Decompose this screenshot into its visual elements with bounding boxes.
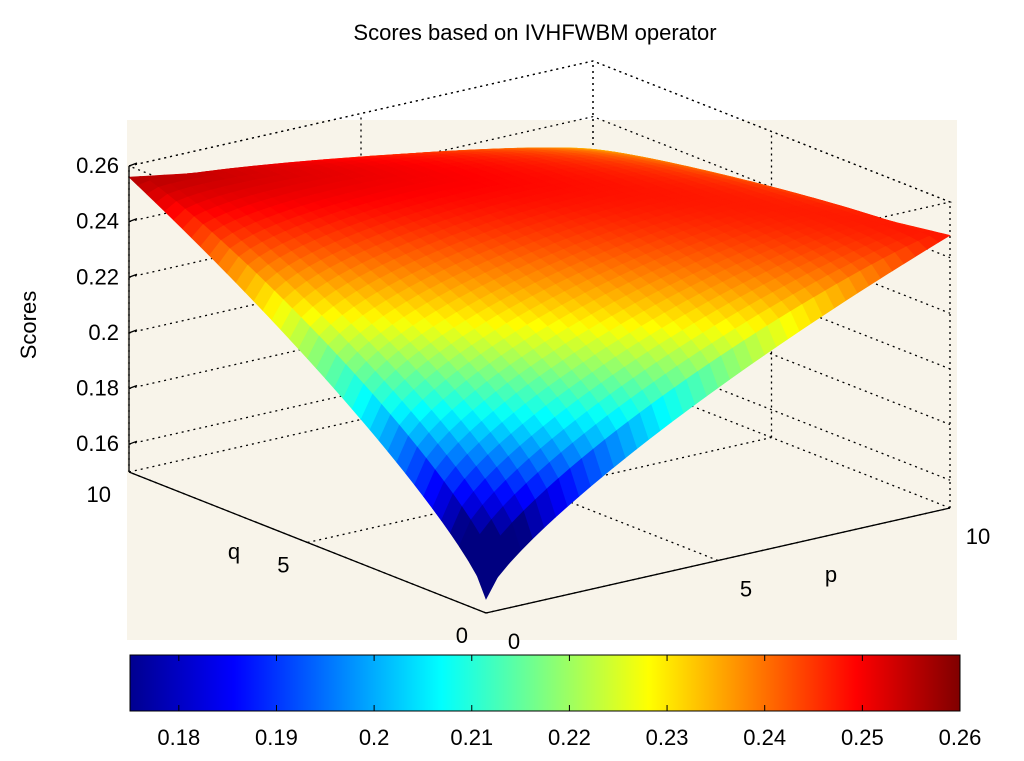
surface-cell	[476, 550, 498, 600]
z-tick	[128, 384, 138, 390]
surface-mesh	[128, 147, 951, 600]
y-axis-label: q	[228, 539, 240, 564]
q-tick-label: 5	[277, 553, 289, 578]
z-tick-label: 0.26	[76, 153, 119, 178]
colorbar-tick-label: 0.25	[841, 725, 884, 750]
q-tick-label: 10	[87, 482, 111, 507]
grid-line-z	[128, 115, 951, 259]
z-tick	[128, 273, 138, 278]
x-axis-label: p	[825, 562, 837, 587]
grid-box-top	[126, 60, 953, 308]
z-tick-label: 0.2	[88, 320, 119, 345]
p-tick-label: 10	[966, 524, 990, 549]
q-tick-label: 0	[456, 623, 468, 648]
colorbar-tick-label: 0.19	[255, 725, 298, 750]
p-tick-label: 0	[508, 629, 520, 654]
p-axis-line	[485, 507, 951, 614]
z-tick-label: 0.24	[76, 209, 119, 234]
z-tick-label: 0.18	[76, 376, 119, 401]
plot-title: Scores based on IVHFWBM operator	[353, 20, 716, 45]
colorbar-tick-label: 0.18	[157, 725, 200, 750]
colorbar-tick-label: 0.23	[646, 725, 689, 750]
z-tick	[128, 329, 138, 334]
grid-line-floor-q	[307, 436, 772, 544]
p-tick-label: 5	[740, 577, 752, 602]
tick-labels: 0.16 0.18 0.2 0.22 0.24 0.26 0 5 10 0 5 10	[76, 153, 990, 654]
colorbar-tick-label: 0.24	[743, 725, 786, 750]
z-axis-label: Scores	[16, 291, 41, 359]
colorbar-tick-label: 0.26	[939, 725, 982, 750]
z-tick-label: 0.16	[76, 431, 119, 456]
axis-lines	[128, 165, 951, 614]
z-tick	[128, 162, 138, 167]
q-axis-line	[128, 471, 487, 614]
colorbar-ticks: 0.18 0.19 0.2 0.21 0.22 0.23 0.24 0.25 0.26	[157, 655, 981, 750]
colorbar-tick-label: 0.2	[359, 725, 390, 750]
z-tick-label: 0.22	[76, 264, 119, 289]
colorbar-tick-label: 0.21	[450, 725, 493, 750]
z-tick	[128, 218, 138, 223]
colorbar	[129, 654, 961, 712]
colorbar-tick-label: 0.22	[548, 725, 591, 750]
z-tick	[128, 440, 138, 445]
